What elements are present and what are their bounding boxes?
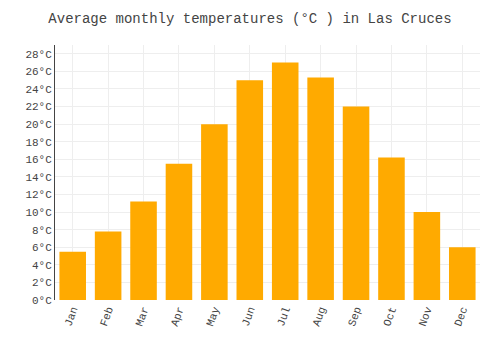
- svg-text:Jun: Jun: [240, 305, 258, 328]
- svg-text:Average monthly temperatures (: Average monthly temperatures (°C ) in La…: [48, 11, 451, 27]
- svg-text:Oct: Oct: [381, 305, 399, 328]
- svg-text:0°C: 0°C: [32, 295, 52, 307]
- svg-text:14°C: 14°C: [25, 172, 52, 184]
- svg-text:Mar: Mar: [133, 305, 151, 328]
- svg-text:24°C: 24°C: [25, 84, 52, 96]
- svg-text:18°C: 18°C: [25, 137, 52, 149]
- svg-text:Aug: Aug: [311, 305, 329, 328]
- svg-text:Jul: Jul: [275, 305, 293, 328]
- svg-text:28°C: 28°C: [25, 49, 52, 61]
- svg-text:Jan: Jan: [63, 305, 81, 328]
- svg-text:Nov: Nov: [417, 305, 435, 328]
- svg-text:20°C: 20°C: [25, 119, 52, 131]
- svg-text:12°C: 12°C: [25, 189, 52, 201]
- svg-text:May: May: [204, 305, 222, 328]
- svg-text:Apr: Apr: [169, 305, 187, 328]
- svg-text:4°C: 4°C: [32, 260, 52, 272]
- svg-text:Sep: Sep: [346, 305, 364, 328]
- svg-text:10°C: 10°C: [25, 207, 52, 219]
- svg-text:26°C: 26°C: [25, 66, 52, 78]
- svg-text:6°C: 6°C: [32, 242, 52, 254]
- svg-text:Dec: Dec: [452, 305, 470, 328]
- svg-text:8°C: 8°C: [32, 225, 52, 237]
- svg-text:2°C: 2°C: [32, 277, 52, 289]
- svg-text:16°C: 16°C: [25, 154, 52, 166]
- svg-text:22°C: 22°C: [25, 101, 52, 113]
- svg-text:Feb: Feb: [98, 305, 116, 328]
